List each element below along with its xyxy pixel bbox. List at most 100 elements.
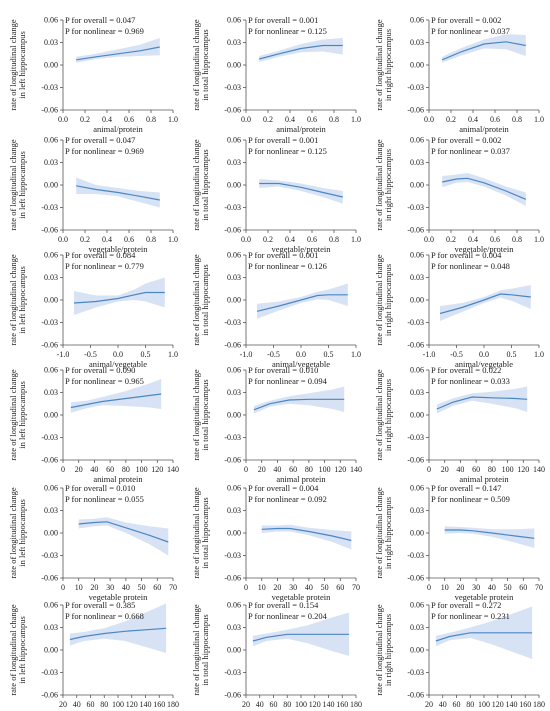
x-tick-label: 20 <box>425 700 433 709</box>
y-tick-label: 0.03 <box>227 388 241 397</box>
x-tick-label: 0.4 <box>468 235 478 244</box>
p-overall-annotation: P for overall = 0.004 <box>431 250 502 260</box>
x-tick-label: 0.0 <box>424 115 434 124</box>
y-tick-label: 0.00 <box>44 181 58 190</box>
p-overall-annotation: P for overall = 0.154 <box>248 600 319 610</box>
x-tick-label: -1.0 <box>57 350 70 359</box>
x-tick-label: -0.5 <box>84 350 97 359</box>
y-tick-label: -0.06 <box>407 574 424 583</box>
x-tick-label: -1.0 <box>240 350 253 359</box>
x-tick-label: 0.5 <box>141 350 151 359</box>
x-tick-label: 0 <box>61 583 65 592</box>
x-tick-label: 0 <box>244 465 248 474</box>
y-axis-label-region: in total hippocampus <box>200 29 210 100</box>
y-tick-label: 0.06 <box>410 136 424 145</box>
x-tick-label: 0 <box>427 583 431 592</box>
x-tick-label: 40 <box>122 583 130 592</box>
x-tick-label: 0.0 <box>113 350 123 359</box>
p-nonlinear-annotation: P for nonlinear = 0.125 <box>248 26 327 36</box>
p-overall-annotation: P for overall = 0.047 <box>65 15 135 25</box>
x-tick-label: 0.2 <box>446 235 456 244</box>
y-tick-label: 0.06 <box>44 484 58 493</box>
y-tick-label: -0.03 <box>41 318 58 327</box>
x-tick-label: 0.6 <box>490 115 500 124</box>
spline-line <box>69 627 167 641</box>
x-tick-label: 0.2 <box>263 235 273 244</box>
p-nonlinear-annotation: P for nonlinear = 0.037 <box>431 146 510 156</box>
y-tick-label: 0.03 <box>227 623 241 632</box>
x-axis-label: animal/protein <box>93 124 143 134</box>
y-axis-label-region: in left hippocampus <box>17 151 27 219</box>
y-axis-label-region: in total hippocampus <box>200 379 210 450</box>
x-tick-label: 1.0 <box>168 350 178 359</box>
y-tick-label: 0.00 <box>227 61 241 70</box>
x-tick-label: 40 <box>439 700 447 709</box>
p-nonlinear-annotation: P for nonlinear = 0.048 <box>431 261 510 271</box>
x-tick-label: 0 <box>427 465 431 474</box>
x-tick-label: 0.0 <box>58 115 68 124</box>
spline-line <box>73 291 165 304</box>
x-tick-label: 180 <box>533 700 545 709</box>
x-axis-label: vegetable protein <box>455 592 515 602</box>
x-axis-label: animal protein <box>276 474 326 484</box>
y-axis-label-region: in right hippocampus <box>383 614 393 686</box>
y-tick-label: -0.03 <box>407 433 424 442</box>
y-axis-label: rate of longitudinal change <box>191 19 201 111</box>
x-tick-label: 1.0 <box>534 115 544 124</box>
y-tick-label: -0.06 <box>41 456 58 465</box>
y-tick-label: -0.06 <box>224 226 241 235</box>
x-tick-label: 1.0 <box>351 350 361 359</box>
x-tick-label: 30 <box>472 583 480 592</box>
y-axis-label: rate of longitudinal change <box>8 604 18 696</box>
p-overall-annotation: P for overall = 0.001 <box>248 135 318 145</box>
x-axis-label: total protein <box>463 709 505 711</box>
x-tick-label: -0.5 <box>450 350 463 359</box>
y-axis-label: rate of longitudinal change <box>374 254 384 346</box>
y-tick-label: 0.00 <box>227 411 241 420</box>
x-tick-label: 140 <box>323 700 335 709</box>
x-tick-label: 0.8 <box>512 115 522 124</box>
y-tick-label: 0.06 <box>44 16 58 25</box>
x-tick-label: 20 <box>441 465 449 474</box>
y-axis-label-region: in total hippocampus <box>200 497 210 568</box>
y-tick-label: 0.03 <box>44 158 58 167</box>
x-tick-label: 0.5 <box>507 350 517 359</box>
spline-line <box>76 185 160 201</box>
x-tick-label: 40 <box>273 465 281 474</box>
p-nonlinear-annotation: P for nonlinear = 0.231 <box>431 611 510 621</box>
spline-line <box>76 46 160 61</box>
y-tick-label: -0.03 <box>41 433 58 442</box>
y-tick-label: -0.03 <box>41 83 58 92</box>
x-tick-label: 0.8 <box>329 115 339 124</box>
x-tick-label: 40 <box>488 583 496 592</box>
x-tick-label: 0.5 <box>324 350 334 359</box>
y-tick-label: 0.03 <box>44 506 58 515</box>
p-nonlinear-annotation: P for nonlinear = 0.204 <box>248 611 328 621</box>
y-axis-label: rate of longitudinal change <box>8 487 18 579</box>
y-tick-label: -0.03 <box>407 83 424 92</box>
x-tick-label: 40 <box>456 465 464 474</box>
confidence-band <box>444 526 535 548</box>
p-nonlinear-annotation: P for nonlinear = 0.779 <box>65 261 144 271</box>
p-overall-annotation: P for overall = 0.147 <box>431 483 501 493</box>
y-tick-label: 0.03 <box>227 506 241 515</box>
confidence-band <box>442 173 526 206</box>
p-nonlinear-annotation: P for nonlinear = 0.509 <box>431 494 510 504</box>
y-tick-label: -0.06 <box>224 574 241 583</box>
y-tick-label: -0.06 <box>224 456 241 465</box>
spline-line <box>436 396 528 410</box>
y-tick-label: 0.06 <box>44 136 58 145</box>
x-tick-label: 1.0 <box>351 235 361 244</box>
y-axis-label-region: in left hippocampus <box>17 31 27 99</box>
x-tick-label: 50 <box>321 583 329 592</box>
x-tick-label: 60 <box>453 700 461 709</box>
x-tick-label: 100 <box>478 700 490 709</box>
y-tick-label: 0.06 <box>44 366 58 375</box>
y-tick-label: 0.00 <box>44 61 58 70</box>
y-axis-label: rate of longitudinal change <box>374 604 384 696</box>
y-tick-label: 0.00 <box>227 646 241 655</box>
x-tick-label: 1.0 <box>534 235 544 244</box>
y-tick-label: -0.06 <box>407 106 424 115</box>
y-axis-label-region: in right hippocampus <box>383 264 393 336</box>
